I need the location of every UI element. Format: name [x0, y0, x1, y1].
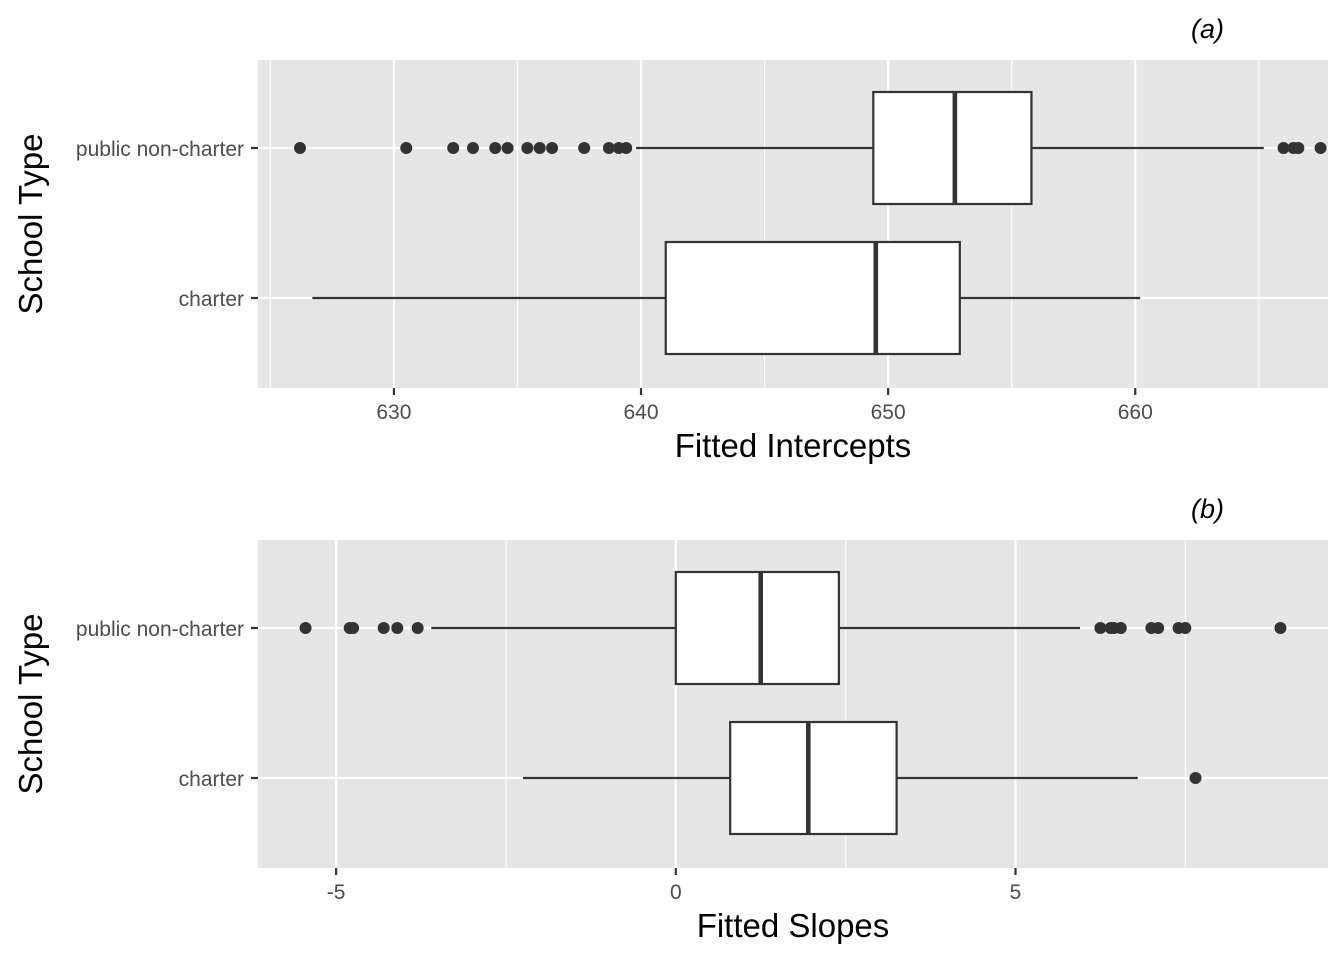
box-charter — [312, 240, 1141, 356]
outlier-point — [1114, 622, 1127, 634]
y-tick-label: public non-charter — [76, 138, 244, 161]
y-tick-label: charter — [179, 768, 244, 791]
y-tick-label: charter — [179, 288, 244, 311]
iqr-box — [664, 240, 961, 356]
outlier-point — [521, 142, 534, 154]
panel-b: public non-charter charter -5 0 5 Fitted Slop… — [12, 494, 1328, 944]
outlier-point — [1152, 622, 1165, 634]
outlier-point — [1274, 622, 1287, 634]
outlier-point — [533, 142, 546, 154]
x-tick-label: 640 — [624, 401, 659, 424]
outlier-point — [1277, 142, 1290, 154]
iqr-box — [729, 720, 898, 836]
outlier-point — [602, 142, 615, 154]
x-tick-label: 660 — [1118, 401, 1153, 424]
outlier-point — [466, 142, 479, 154]
x-axis-title: Fitted Intercepts — [675, 427, 912, 464]
outlier-point — [347, 622, 360, 634]
x-tick-label: 5 — [1010, 881, 1022, 904]
outlier-point — [447, 142, 460, 154]
box-public-non-charter — [294, 90, 1327, 206]
outlier-point — [489, 142, 502, 154]
iqr-box — [674, 570, 840, 686]
x-axis-title: Fitted Slopes — [697, 907, 890, 944]
panel-a: public non-charter charter 630 640 650 660 Fit… — [12, 14, 1328, 464]
outlier-point — [1314, 142, 1327, 154]
outlier-point — [377, 622, 390, 634]
outlier-point — [294, 142, 307, 154]
outlier-point — [1292, 142, 1305, 154]
outlier-point — [1094, 622, 1107, 634]
panel-label: (b) — [1191, 494, 1224, 524]
x-tick-label: 630 — [376, 401, 411, 424]
outlier-point — [578, 142, 591, 154]
outlier-point — [1179, 622, 1192, 634]
outlier-point — [391, 622, 404, 634]
outlier-point — [620, 142, 633, 154]
box-public-non-charter — [299, 570, 1287, 686]
outlier-point — [1189, 772, 1202, 784]
outlier-point — [546, 142, 559, 154]
y-axis-title: School Type — [12, 133, 49, 314]
panel-label: (a) — [1191, 14, 1224, 44]
box-charter — [522, 720, 1202, 836]
iqr-box — [872, 90, 1033, 206]
y-axis-title: School Type — [12, 613, 49, 794]
outlier-point — [501, 142, 514, 154]
x-tick-label: 650 — [871, 401, 906, 424]
outlier-point — [299, 622, 312, 634]
x-tick-label: 0 — [670, 881, 682, 904]
x-tick-label: -5 — [327, 881, 346, 904]
y-tick-label: public non-charter — [76, 618, 244, 641]
outlier-point — [400, 142, 413, 154]
outlier-point — [411, 622, 424, 634]
